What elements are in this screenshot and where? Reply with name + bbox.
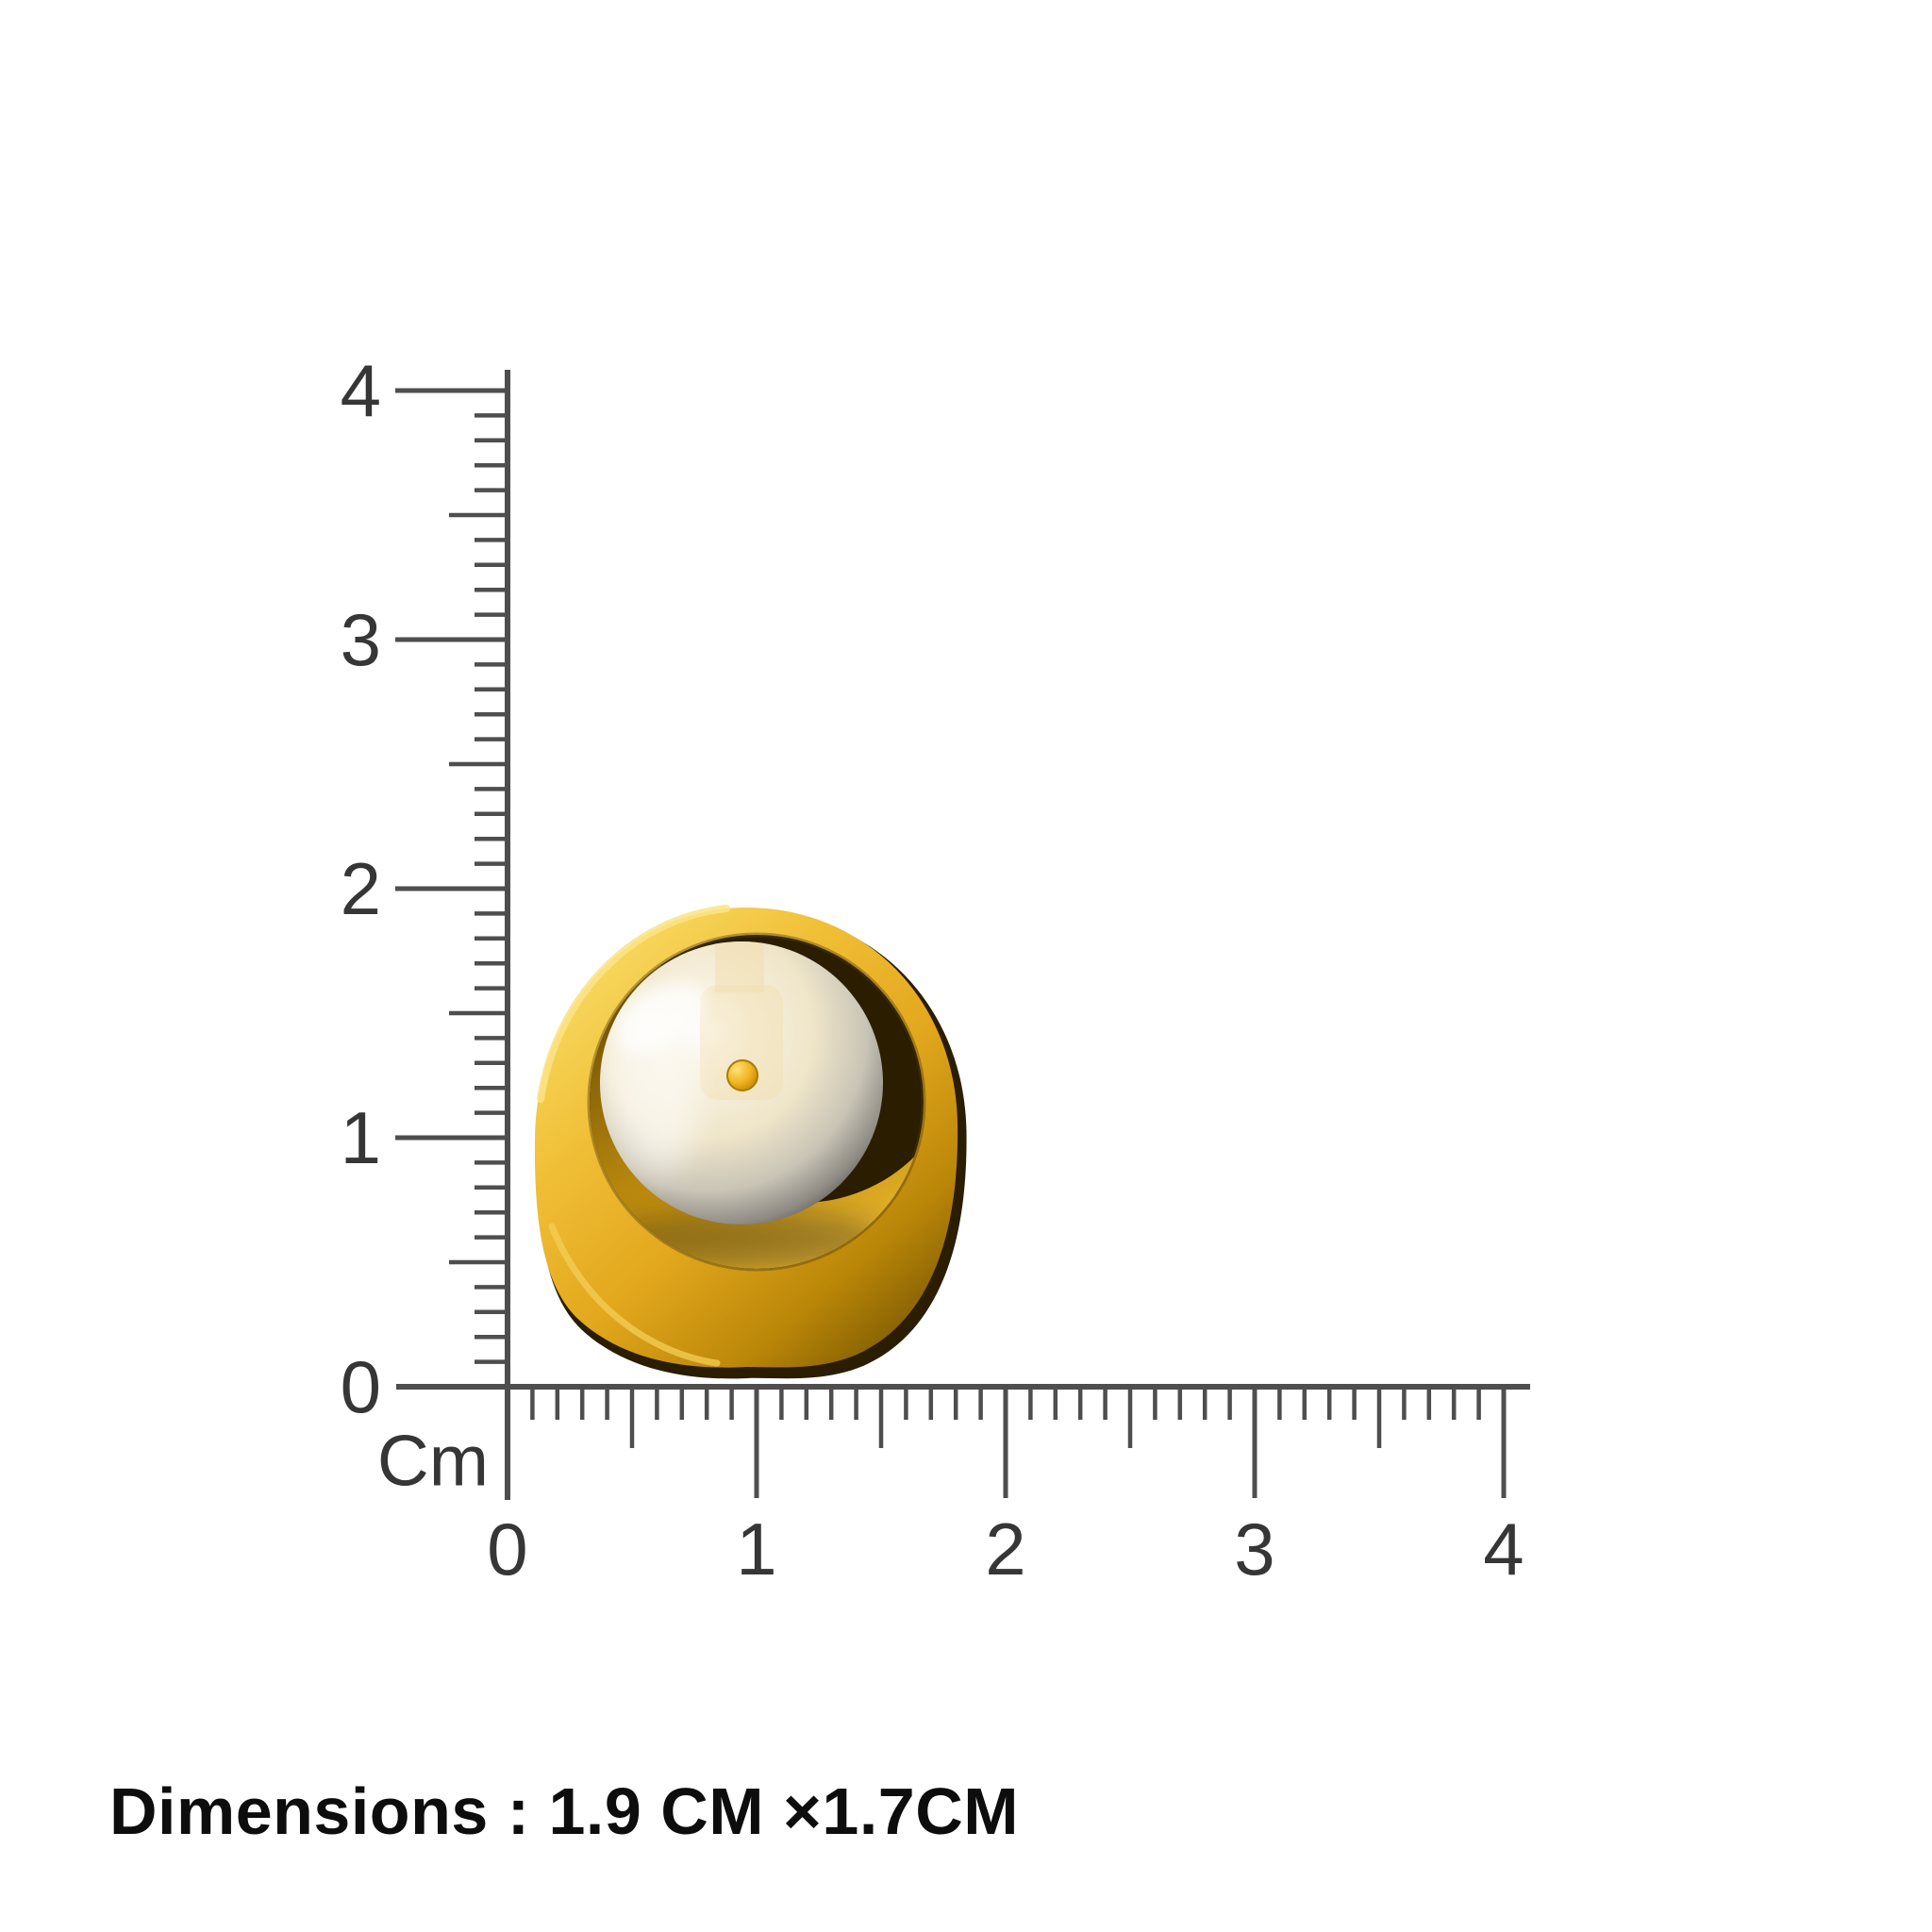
vertical-ruler-label: 2 bbox=[341, 847, 381, 930]
horizontal-ruler-label: 0 bbox=[487, 1507, 527, 1591]
horizontal-ruler-label: 4 bbox=[1483, 1507, 1524, 1591]
ruler-axes: 0 1 2 3 4 0 1 2 3 4 Cm bbox=[341, 349, 1530, 1591]
pearl bbox=[600, 941, 883, 1224]
unit-label: Cm bbox=[377, 1422, 489, 1502]
vertical-ruler-label: 3 bbox=[341, 598, 381, 681]
ring-band bbox=[534, 908, 958, 1368]
pearl-reflection-band bbox=[700, 985, 783, 1100]
horizontal-ruler-label: 3 bbox=[1234, 1507, 1274, 1591]
vertical-ruler-label: 1 bbox=[341, 1096, 381, 1179]
horizontal-ruler-label: 1 bbox=[736, 1507, 776, 1591]
pearl-center-dot bbox=[726, 1059, 758, 1091]
horizontal-ruler-label: 2 bbox=[985, 1507, 1025, 1591]
pearl-glint bbox=[616, 981, 705, 1053]
vertical-ruler-label: 4 bbox=[341, 349, 381, 432]
ring-pendant bbox=[534, 905, 967, 1379]
ring-highlight-arc-lower bbox=[548, 1223, 721, 1367]
pearl-reflection-stem bbox=[715, 941, 764, 992]
dimensions-caption: Dimensions : 1.9 CM ×1.7CM bbox=[109, 1774, 1020, 1848]
ring-highlight-arc bbox=[537, 905, 730, 1103]
vertical-ruler-label: 0 bbox=[341, 1345, 381, 1428]
